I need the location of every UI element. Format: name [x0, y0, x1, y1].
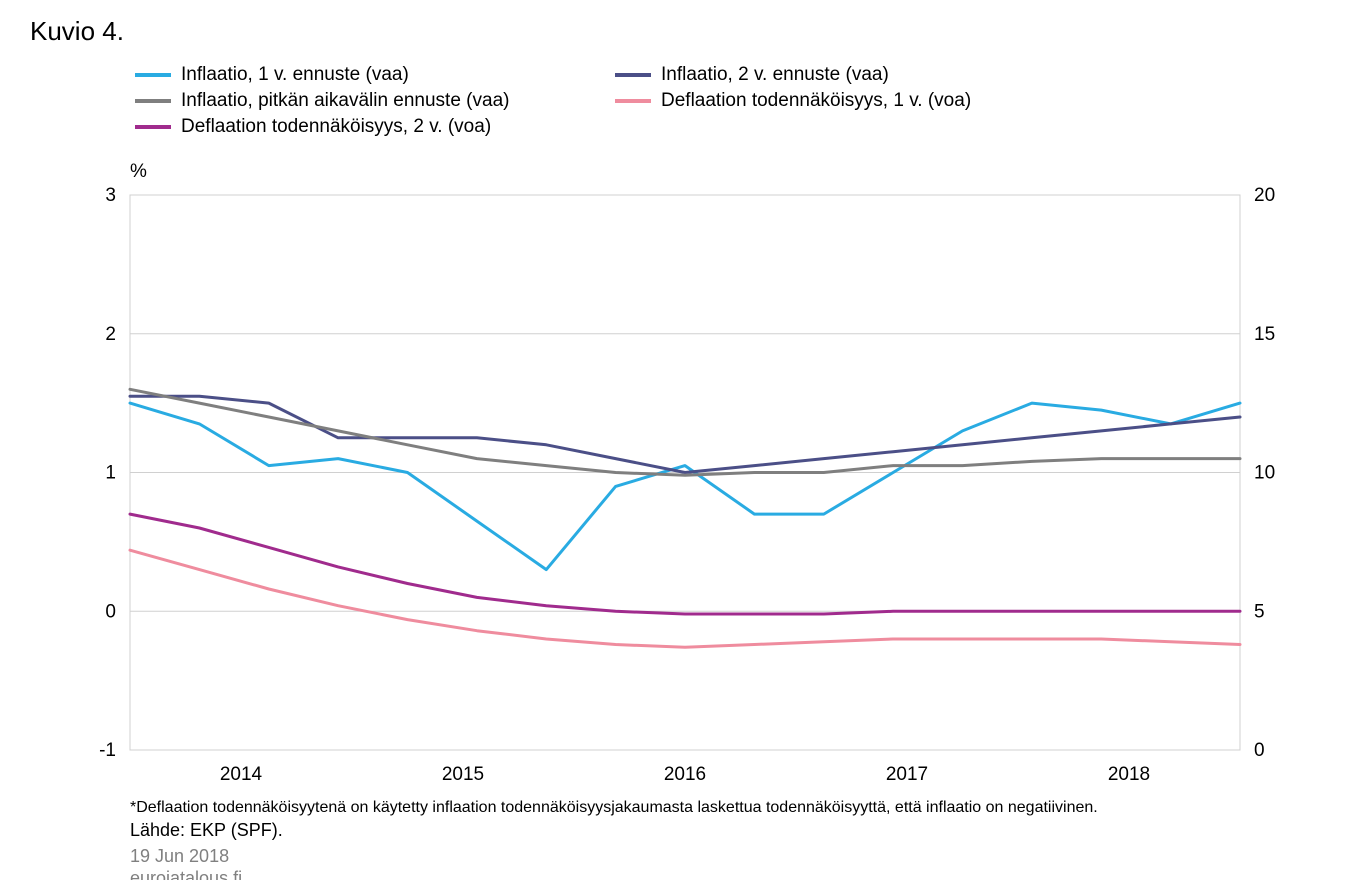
y-right-tick: 5	[1254, 601, 1265, 622]
y-left-tick: -1	[99, 740, 116, 761]
y-left-tick: 1	[105, 463, 116, 484]
x-tick: 2016	[664, 764, 706, 785]
legend-swatch	[615, 99, 651, 103]
legend-label: Deflaation todennäköisyys, 2 v. (voa)	[181, 116, 491, 137]
y-left-tick: 0	[105, 601, 116, 622]
chart-footnote: *Deflaation todennäköisyytenä on käytett…	[130, 799, 1098, 816]
legend-swatch	[135, 73, 171, 77]
y-right-tick: 20	[1254, 185, 1275, 206]
x-tick: 2014	[220, 764, 263, 785]
source-label: Lähde:	[130, 820, 185, 840]
legend-label: Deflaation todennäköisyys, 1 v. (voa)	[661, 90, 971, 111]
chart-svg: Kuvio 4. Inflaatio, 1 v. ennuste (vaa) Inf…	[0, 0, 1348, 880]
y-left-tick: 2	[105, 324, 116, 345]
legend-swatch	[135, 99, 171, 103]
x-tick: 2017	[886, 764, 928, 785]
x-tick: 2018	[1108, 764, 1150, 785]
y-axis-label: %	[130, 161, 147, 182]
legend-label: Inflaatio, pitkän aikavälin ennuste (vaa…	[181, 90, 509, 111]
legend-label: Inflaatio, 2 v. ennuste (vaa)	[661, 64, 889, 85]
y-right-tick: 0	[1254, 740, 1265, 761]
y-right-tick: 10	[1254, 463, 1275, 484]
y-right-tick: 15	[1254, 324, 1275, 345]
chart-title: Kuvio 4.	[30, 16, 124, 46]
legend-label: Inflaatio, 1 v. ennuste (vaa)	[181, 64, 409, 85]
source-value: EKP (SPF).	[190, 820, 283, 840]
legend-swatch	[615, 73, 651, 77]
footer-site: eurojatalous.fi	[130, 868, 242, 880]
footer-date: 19 Jun 2018	[130, 846, 229, 866]
x-tick: 2015	[442, 764, 484, 785]
y-left-tick: 3	[105, 185, 116, 206]
legend-swatch	[135, 125, 171, 129]
